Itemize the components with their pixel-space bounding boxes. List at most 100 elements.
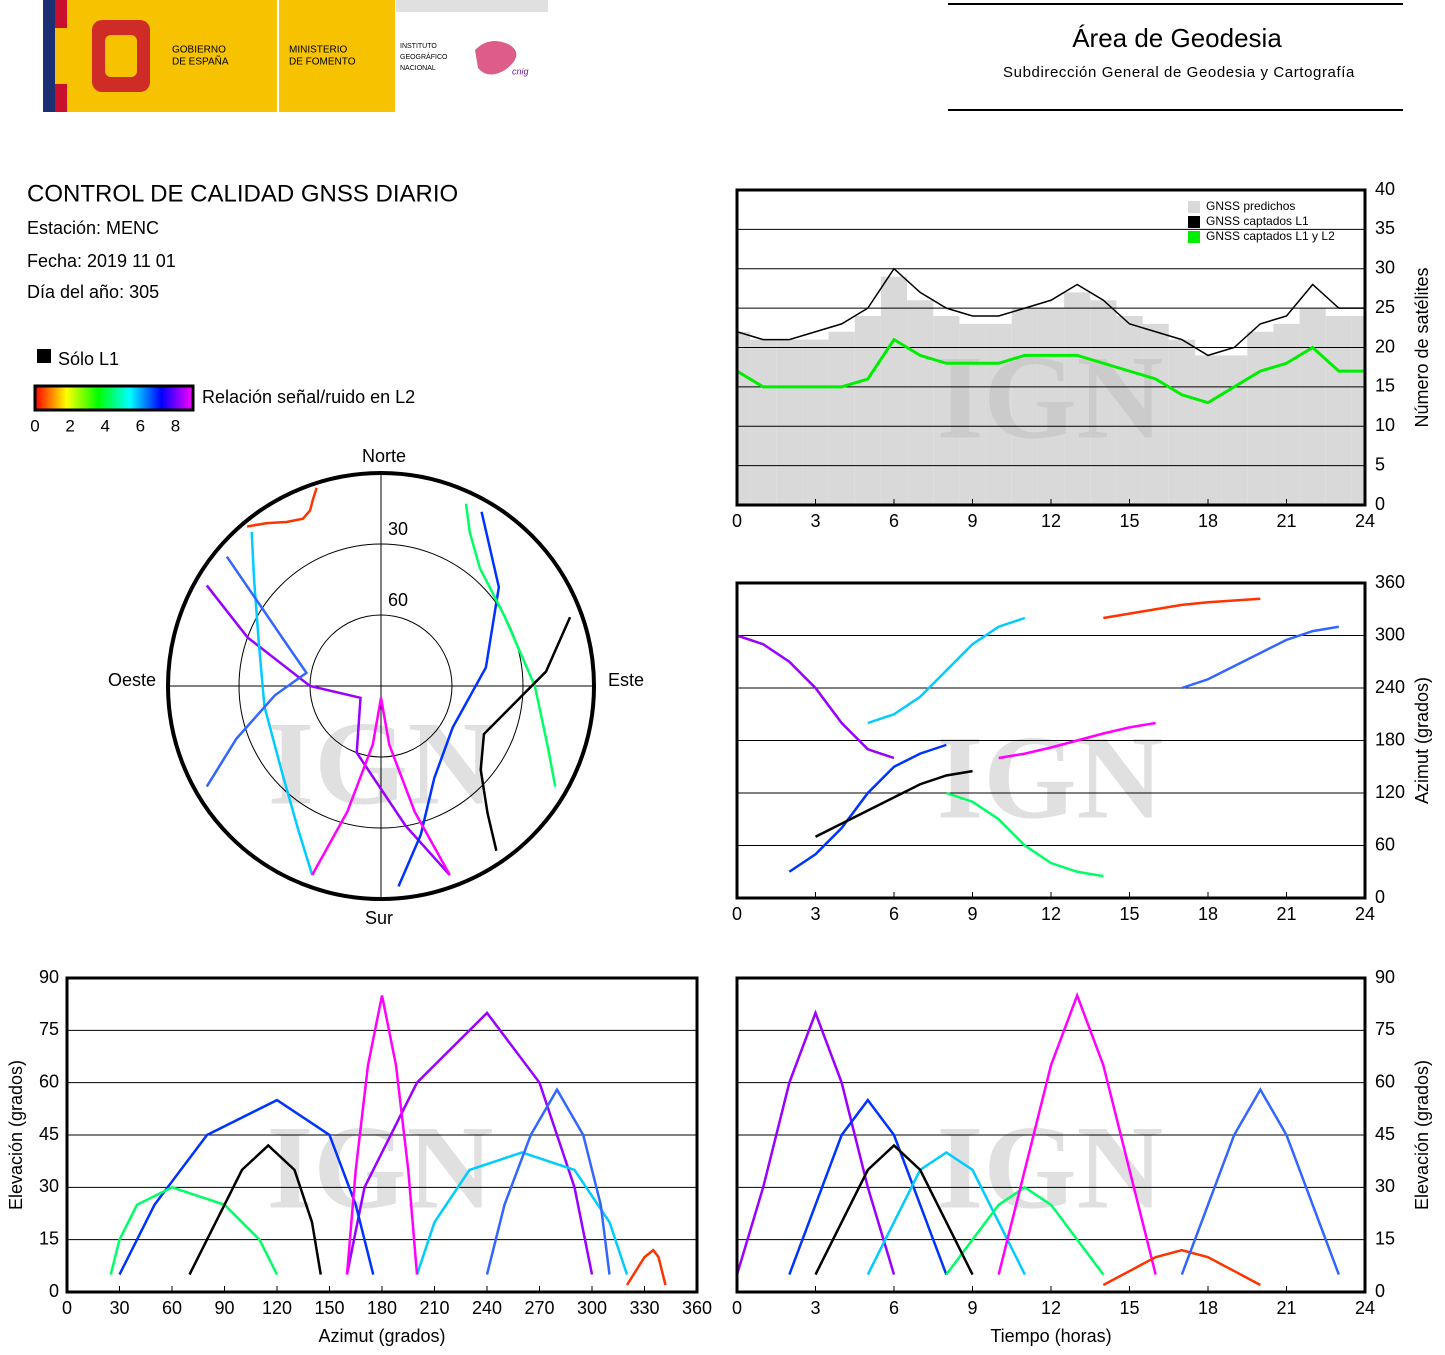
predicted-bar (737, 331, 751, 505)
date: Fecha: 2019 11 01 (27, 251, 176, 271)
legend-swatch (1188, 201, 1200, 213)
satellite-track (345, 995, 419, 1275)
y-tick-label: 30 (1375, 258, 1395, 278)
y-tick-label: 75 (1375, 1019, 1395, 1039)
predicted-bar (959, 323, 986, 505)
y-tick-label: 60 (1375, 1071, 1395, 1091)
x-tick-label: 21 (1276, 904, 1296, 924)
x-tick-label: 3 (810, 1298, 820, 1318)
satellite-track (415, 1151, 629, 1275)
legend-swatch (37, 349, 51, 363)
logo-strip (43, 0, 55, 112)
plot-frame (65, 976, 699, 1294)
x-tick-label: 18 (1198, 1298, 1218, 1318)
satellite-track (246, 487, 318, 528)
plot-frame (735, 581, 1367, 900)
satellite-track (945, 1185, 1105, 1276)
satellite-track (998, 721, 1156, 760)
ring-label: 60 (388, 590, 408, 610)
satellite-track (788, 1098, 948, 1275)
x-tick-label: 24 (1355, 511, 1375, 531)
satellite-track (188, 1143, 322, 1276)
satellite-track (1180, 1087, 1341, 1275)
y-tick-label: 40 (1375, 179, 1395, 199)
y-axis-label: Azimut (grados) (1412, 677, 1432, 804)
x-tick-label: 12 (1041, 511, 1061, 531)
satellite-track (345, 1010, 594, 1275)
x-tick-label: 12 (1041, 904, 1061, 924)
x-tick-label: 3 (810, 904, 820, 924)
x-tick-label: 150 (314, 1298, 344, 1318)
satellite-track (485, 1087, 611, 1275)
satellite-track (1102, 1248, 1261, 1287)
x-tick-label: 360 (682, 1298, 712, 1318)
predicted-bar (1325, 316, 1352, 505)
satellite-track (464, 503, 557, 787)
x-tick-label: 120 (262, 1298, 292, 1318)
predicted-bar (1299, 308, 1326, 505)
x-tick-label: 30 (109, 1298, 129, 1318)
predicted-bar (1247, 331, 1274, 505)
y-tick-label: 90 (1375, 967, 1395, 987)
satellite-track (945, 791, 1104, 878)
y-tick-label: 25 (1375, 297, 1395, 317)
x-tick-label: 0 (62, 1298, 72, 1318)
x-tick-label: 6 (889, 511, 899, 531)
ring-label: 30 (388, 519, 408, 539)
count-line (736, 337, 1365, 405)
logo-text: cnig (512, 66, 529, 76)
logo-text: NACIONAL (400, 65, 436, 72)
direction-label: Norte (362, 446, 406, 466)
y-axis-label: Número de satélites (1412, 267, 1432, 427)
x-tick-label: 9 (967, 1298, 977, 1318)
y-tick-label: 360 (1375, 572, 1405, 592)
logo-text: GOBIERNO (172, 45, 226, 56)
predicted-bar (1142, 323, 1169, 505)
predicted-bar (750, 339, 777, 505)
satellite-track (737, 1009, 896, 1275)
x-tick-label: 24 (1355, 1298, 1375, 1318)
predicted-bar (1221, 355, 1248, 505)
count-line (736, 267, 1365, 357)
x-tick-label: 90 (214, 1298, 234, 1318)
x-tick-label: 270 (524, 1298, 554, 1318)
x-tick-label: 15 (1119, 511, 1139, 531)
satellite-track (397, 511, 501, 887)
satellite-track (737, 634, 895, 760)
predicted-bar (776, 339, 803, 505)
colorbar-tick-label: 0 (30, 416, 39, 435)
y-tick-label: 0 (1375, 1281, 1385, 1301)
x-tick-label: 21 (1276, 511, 1296, 531)
satellite-track (205, 584, 451, 876)
predicted-bar (802, 339, 829, 505)
satellite-track (997, 991, 1157, 1275)
logo-text: INSTITUTO (400, 43, 437, 50)
direction-label: Oeste (108, 670, 156, 690)
watermark: IGN (267, 1101, 494, 1234)
x-axis-label: Tiempo (horas) (990, 1326, 1111, 1346)
direction-label: Este (608, 670, 644, 690)
y-tick-label: 120 (1375, 782, 1405, 802)
y-tick-label: 0 (1375, 887, 1385, 907)
y-tick-label: 90 (39, 967, 59, 987)
direction-label: Sur (365, 908, 393, 928)
x-tick-label: 300 (577, 1298, 607, 1318)
logo-block (43, 0, 548, 112)
y-tick-label: 15 (39, 1228, 59, 1248)
y-tick-label: 30 (1375, 1176, 1395, 1196)
logo-strip (55, 28, 67, 84)
predicted-bar (1090, 300, 1117, 505)
legend-swatch (1188, 231, 1200, 243)
watermark: IGN (937, 711, 1164, 844)
satellite-track (109, 1185, 279, 1276)
x-tick-label: 24 (1355, 904, 1375, 924)
predicted-bar (828, 331, 855, 505)
watermark: IGN (937, 331, 1164, 464)
x-tick-label: 0 (732, 1298, 742, 1318)
x-tick-label: 3 (810, 511, 820, 531)
header-subtitle: Subdirección General de Geodesia y Carto… (1003, 64, 1355, 81)
legend-label: GNSS predichos (1206, 199, 1295, 213)
x-tick-label: 9 (967, 511, 977, 531)
satellite-track (788, 743, 947, 873)
predicted-bar (907, 300, 934, 505)
